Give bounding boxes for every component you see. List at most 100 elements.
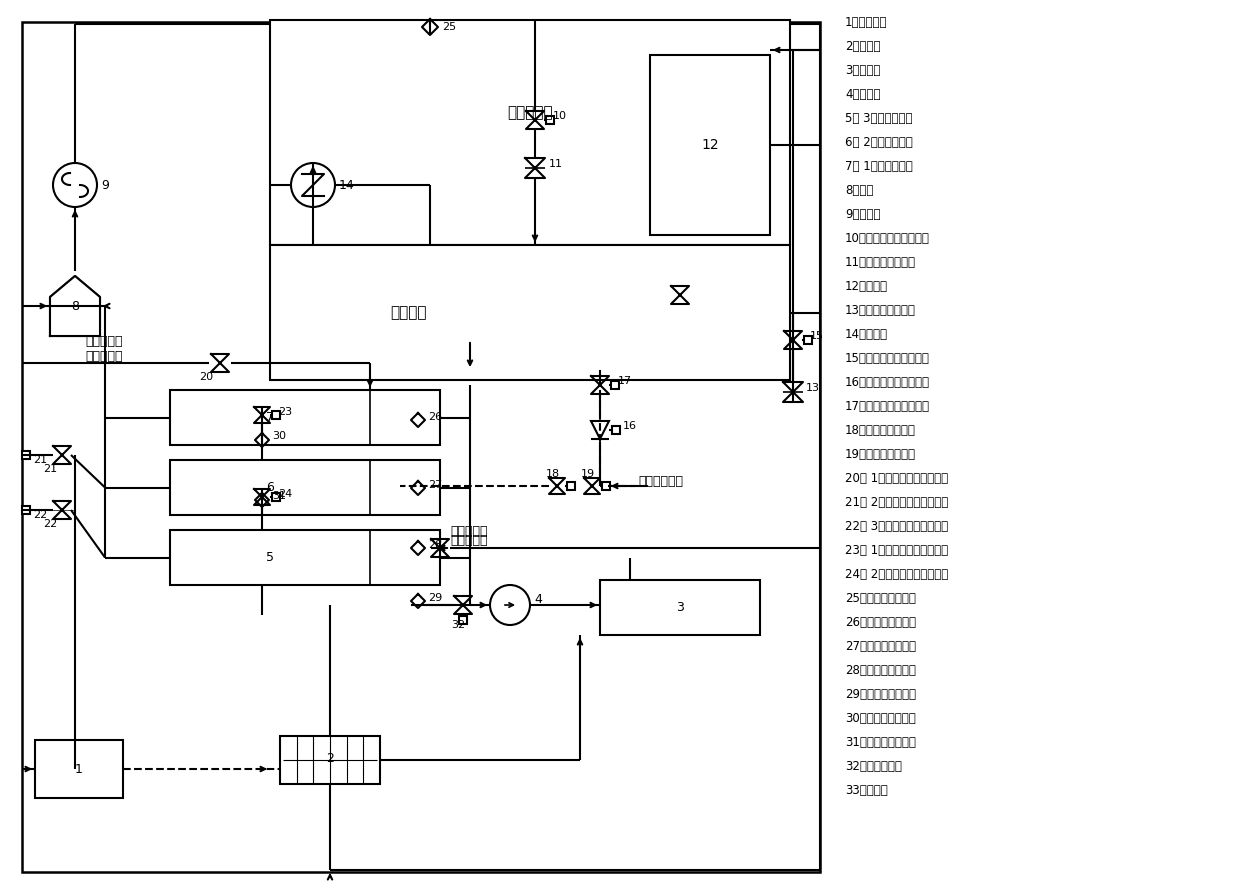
Bar <box>612 426 620 434</box>
Text: 3: 3 <box>676 601 684 614</box>
Text: 1: 1 <box>76 762 83 776</box>
Circle shape <box>489 585 530 625</box>
Text: 13、第二减温噴水器: 13、第二减温噴水器 <box>845 304 916 317</box>
Text: 23、 1号高加正常电动疏水阀: 23、 1号高加正常电动疏水阀 <box>845 544 948 557</box>
Text: 15: 15 <box>810 331 824 341</box>
Text: 7: 7 <box>266 411 274 424</box>
Text: 32、给水调节阀: 32、给水调节阀 <box>845 760 902 773</box>
Text: 12、汽轮机: 12、汽轮机 <box>845 280 888 293</box>
Text: 7、 1号高压加热器: 7、 1号高压加热器 <box>845 160 913 173</box>
Text: 10、高压旁路电动调节阀: 10、高压旁路电动调节阀 <box>845 232 930 245</box>
Bar <box>22 451 30 459</box>
Text: 29: 29 <box>427 593 442 603</box>
Bar <box>35 740 123 798</box>
Text: 32: 32 <box>451 620 465 630</box>
Text: 2、凝汽器: 2、凝汽器 <box>845 40 881 53</box>
Bar <box>273 411 280 419</box>
Text: 14: 14 <box>339 178 354 192</box>
Bar <box>611 381 620 389</box>
Text: 26、第二温度传感器: 26、第二温度传感器 <box>845 616 916 629</box>
Text: 10: 10 <box>553 111 567 121</box>
Bar <box>170 460 440 515</box>
Text: 14、再热器: 14、再热器 <box>845 328 888 341</box>
Text: 21、 2号高加事故电动疏水阀: 21、 2号高加事故电动疏水阀 <box>845 496 948 509</box>
Text: 21: 21 <box>43 464 57 474</box>
Bar <box>804 336 812 344</box>
Text: 18: 18 <box>546 469 560 479</box>
Text: 22、 3号高加事故电动疏水阀: 22、 3号高加事故电动疏水阀 <box>845 520 948 533</box>
Text: 15、低压旁路电动调节阀: 15、低压旁路电动调节阀 <box>845 352 930 365</box>
Text: 19、电动辅汽调节阀: 19、电动辅汽调节阀 <box>845 448 916 461</box>
Text: 邻机辅汽入口: 邻机辅汽入口 <box>638 475 683 487</box>
Text: 4: 4 <box>534 592 541 606</box>
Text: 22: 22 <box>33 510 47 520</box>
Text: 27、第三温度传感器: 27、第三温度传感器 <box>845 640 916 653</box>
Bar <box>270 245 790 380</box>
Text: 高压缸抽汽: 高压缸抽汽 <box>85 334 123 348</box>
Text: 11、第一减温噴水器: 11、第一减温噴水器 <box>845 256 916 269</box>
Text: 17、二段抽汽电动调节阀: 17、二段抽汽电动调节阀 <box>845 400 930 413</box>
Text: 冷再管道: 冷再管道 <box>390 305 426 320</box>
Text: 5、 3号高压加热器: 5、 3号高压加热器 <box>845 112 912 125</box>
Text: 13: 13 <box>807 383 820 393</box>
Bar <box>170 530 440 585</box>
Text: 30、第六温度传感器: 30、第六温度传感器 <box>845 712 916 725</box>
Text: 28: 28 <box>427 540 442 550</box>
Text: 23: 23 <box>278 407 292 417</box>
Bar <box>22 506 30 514</box>
Text: 3、除氧器: 3、除氧器 <box>845 64 881 77</box>
Text: 31、第七温度传感器: 31、第七温度传感器 <box>845 736 916 749</box>
Text: 12: 12 <box>701 138 719 152</box>
Text: 中压缸抜汽: 中压缸抜汽 <box>450 524 487 538</box>
Bar <box>458 616 467 624</box>
Bar <box>170 390 440 445</box>
Text: 16: 16 <box>623 421 637 431</box>
Polygon shape <box>591 421 610 439</box>
Circle shape <box>291 163 335 207</box>
Bar <box>546 116 554 124</box>
Text: 1、疏水扩容: 1、疏水扩容 <box>845 16 887 29</box>
Bar <box>567 482 575 490</box>
Text: 6、 2号高压加热器: 6、 2号高压加热器 <box>845 136 913 149</box>
Bar <box>600 580 760 635</box>
Bar <box>650 55 769 235</box>
Text: 26: 26 <box>427 412 442 422</box>
Text: 4、给水泵: 4、给水泵 <box>845 88 881 101</box>
Text: 9、过热器: 9、过热器 <box>845 208 881 221</box>
Text: 20: 20 <box>199 372 213 382</box>
Text: 28、第四温度传感器: 28、第四温度传感器 <box>845 664 916 677</box>
Text: 9: 9 <box>102 178 109 192</box>
Bar <box>273 493 280 501</box>
Bar <box>280 736 380 784</box>
Text: 24: 24 <box>278 489 292 499</box>
Text: 5: 5 <box>266 551 274 564</box>
Text: 高压缸抽汽: 高压缸抽汽 <box>85 349 123 363</box>
Text: 17: 17 <box>618 376 632 386</box>
Text: 20、 1号高加事故电动疏水阀: 20、 1号高加事故电动疏水阀 <box>845 472 948 485</box>
Text: 21: 21 <box>33 455 47 465</box>
Text: 25: 25 <box>442 22 456 32</box>
Text: 27: 27 <box>427 480 442 490</box>
Text: 24、 2号高加正常电动疏水阀: 24、 2号高加正常电动疏水阀 <box>845 568 948 581</box>
Circle shape <box>53 163 97 207</box>
Text: 18、电动辅汽隔离阀: 18、电动辅汽隔离阀 <box>845 424 916 437</box>
Text: 11: 11 <box>549 159 563 169</box>
Text: 25、第一温度传感器: 25、第一温度传感器 <box>845 592 916 605</box>
Text: 30: 30 <box>273 431 286 441</box>
Text: 2: 2 <box>326 752 335 764</box>
Text: 16、二段抽汽电动逆止阀: 16、二段抽汽电动逆止阀 <box>845 376 930 389</box>
Bar <box>22 22 820 872</box>
Text: 31: 31 <box>273 491 286 501</box>
Text: 22: 22 <box>43 519 57 529</box>
Text: 19: 19 <box>581 469 595 479</box>
Text: 8、锅炉: 8、锅炉 <box>845 184 873 197</box>
Bar <box>602 482 610 490</box>
Text: 6: 6 <box>266 481 274 494</box>
Text: 中压缸抜汽: 中压缸抜汽 <box>450 533 487 547</box>
Polygon shape <box>50 276 100 336</box>
Text: 主蒸汽管路: 主蒸汽管路 <box>507 105 553 120</box>
Text: 29、第五温度传感器: 29、第五温度传感器 <box>845 688 916 701</box>
Text: 33、控制器: 33、控制器 <box>845 784 888 797</box>
Bar <box>270 20 790 245</box>
Text: 8: 8 <box>71 299 79 313</box>
